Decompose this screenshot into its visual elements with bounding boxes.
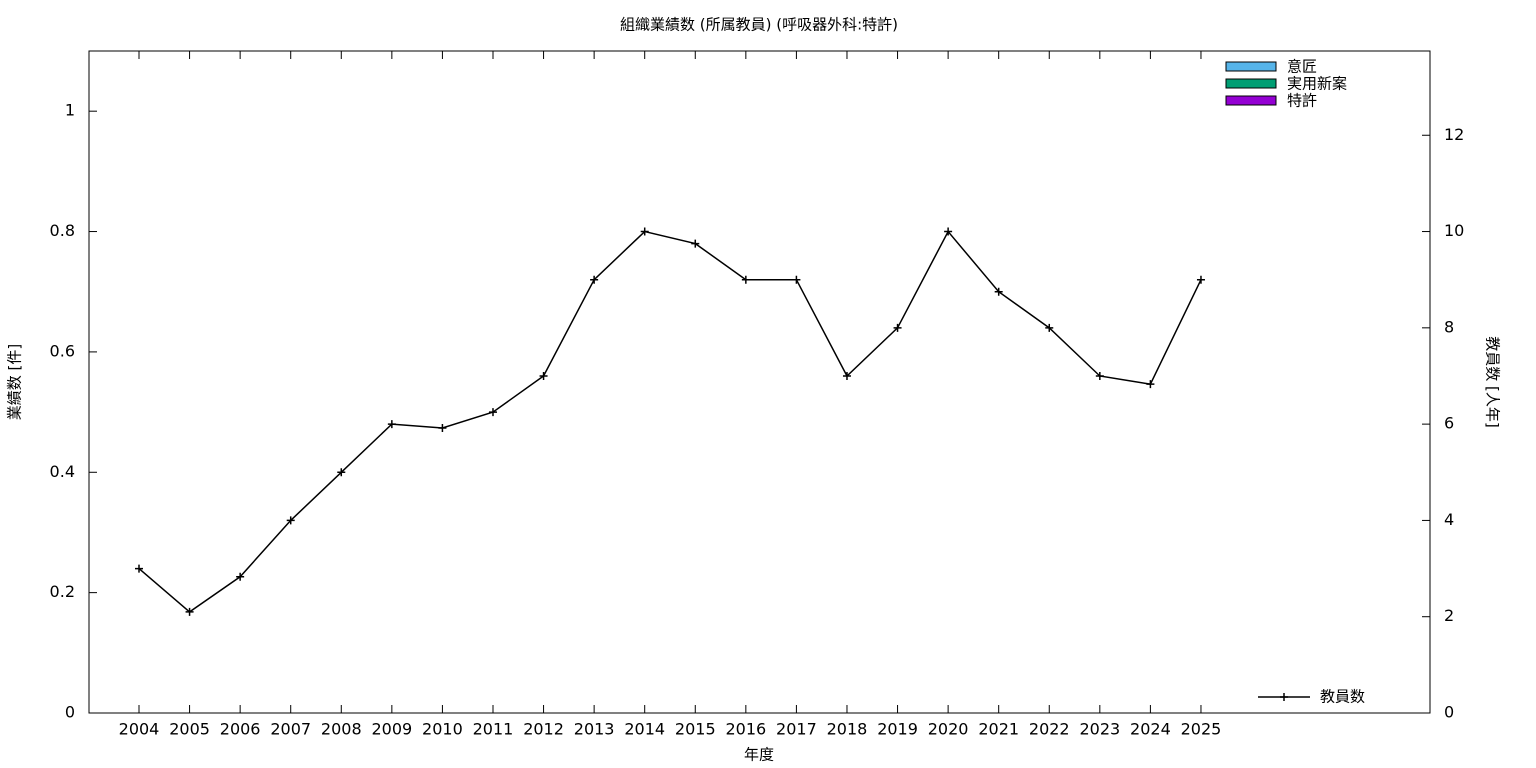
y-tick-label: 0.2: [50, 582, 75, 601]
y2-tick-label: 4: [1444, 510, 1454, 529]
x-tick-label: 2025: [1181, 720, 1222, 739]
x-tick-label: 2007: [270, 720, 311, 739]
y2-tick-label: 0: [1444, 703, 1454, 722]
point: [792, 275, 801, 284]
y-axis-label: 業績数 [件]: [6, 344, 24, 420]
x-tick-label: 2012: [523, 720, 564, 739]
x-tick-label: 2005: [169, 720, 210, 739]
legend-swatch: [1225, 61, 1277, 72]
point: [944, 227, 953, 236]
legend-label: 意匠: [1287, 58, 1317, 76]
y-tick-label: 0.6: [50, 341, 75, 360]
point: [539, 371, 548, 380]
point: [893, 323, 902, 332]
x-tick-label: 2023: [1079, 720, 1120, 739]
point: [741, 275, 750, 284]
x-tick-label: 2010: [422, 720, 463, 739]
point: [337, 468, 346, 477]
x-tick-label: 2017: [776, 720, 817, 739]
legend-label: 特許: [1287, 92, 1317, 110]
x-tick-label: 2006: [220, 720, 261, 739]
point: [1146, 380, 1155, 389]
y2-tick-label: 8: [1444, 317, 1454, 336]
x-tick-label: 2018: [827, 720, 868, 739]
y2-tick-label: 2: [1444, 606, 1454, 625]
point: [236, 572, 245, 581]
x-tick-label: 2014: [624, 720, 665, 739]
chart-title: 組織業績数 (所属教員) (呼吸器外科:特許): [620, 16, 898, 34]
point: [640, 227, 649, 236]
y-tick-label: 0: [65, 703, 75, 722]
x-tick-label: 2016: [725, 720, 766, 739]
point: [1095, 371, 1104, 380]
y2-axis-label: 教員数 [人年]: [1484, 336, 1502, 427]
y-tick-label: 1: [65, 101, 75, 120]
line: [138, 230, 1202, 613]
legend-label: 実用新案: [1287, 75, 1347, 93]
x-tick-label: 2022: [1029, 720, 1070, 739]
point: [488, 408, 497, 417]
point: [691, 239, 700, 248]
point: [994, 287, 1003, 296]
y2-tick-label: 12: [1444, 125, 1464, 144]
y-tick-label: 0.8: [50, 221, 75, 240]
point: [1045, 323, 1054, 332]
point: [387, 420, 396, 429]
y2-tick-label: 10: [1444, 221, 1464, 240]
point: [842, 371, 851, 380]
plot-frame: [88, 50, 1431, 714]
point: [590, 275, 599, 284]
x-axis-label: 年度: [744, 746, 774, 764]
y2-tick-label: 6: [1444, 414, 1454, 433]
point: [135, 564, 143, 573]
x-tick-label: 2024: [1130, 720, 1171, 739]
x-tick-label: 2011: [473, 720, 514, 739]
y-tick-label: 0.4: [50, 462, 75, 481]
legend-swatch: [1225, 78, 1277, 89]
x-tick-label: 2009: [371, 720, 412, 739]
x-tick-label: 2008: [321, 720, 362, 739]
point: [1196, 275, 1205, 284]
point: [185, 607, 194, 616]
x-tick-label: 2004: [119, 720, 160, 739]
x-tick-label: 2015: [675, 720, 716, 739]
legend-label: 教員数: [1320, 688, 1365, 706]
point: [286, 516, 295, 525]
x-tick-label: 2021: [978, 720, 1019, 739]
legend-swatch: [1225, 95, 1277, 106]
x-tick-label: 2020: [928, 720, 969, 739]
x-tick-label: 2013: [574, 720, 615, 739]
legend-point: [1280, 693, 1288, 701]
point: [438, 423, 447, 432]
x-tick-label: 2019: [877, 720, 918, 739]
